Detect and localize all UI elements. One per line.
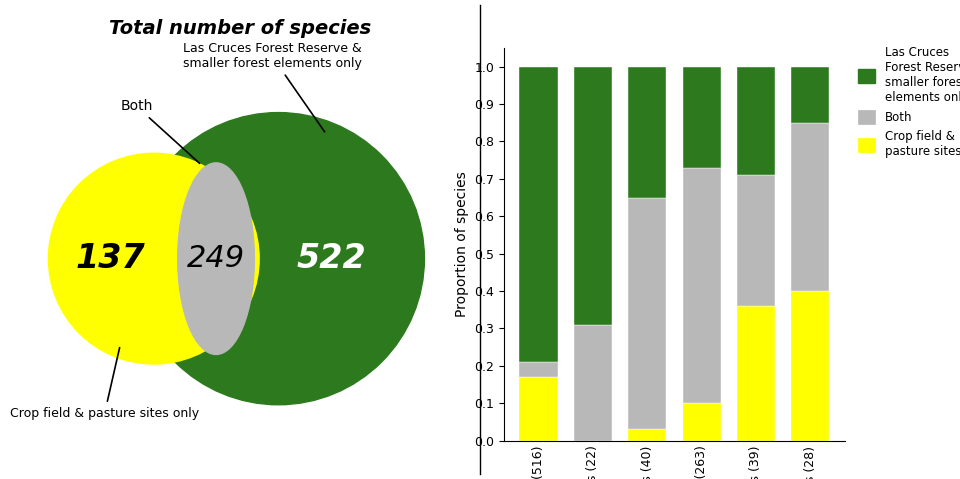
Bar — [519, 67, 558, 362]
Bar — [683, 403, 721, 441]
Circle shape — [132, 113, 424, 405]
Bar — [574, 325, 612, 441]
Bar — [628, 430, 666, 441]
Bar — [791, 67, 829, 123]
Bar — [683, 67, 721, 168]
Circle shape — [48, 153, 259, 364]
Text: 522: 522 — [296, 242, 366, 275]
Bar — [791, 123, 829, 291]
Bar — [628, 67, 666, 197]
Text: Both: Both — [120, 99, 200, 163]
Bar — [574, 67, 612, 325]
Bar — [519, 362, 558, 377]
Legend: Las Cruces
Forest Reserve &
smaller forest
elements only, Both, Crop field &
pas: Las Cruces Forest Reserve & smaller fore… — [857, 46, 960, 158]
Text: Crop field & pasture sites only: Crop field & pasture sites only — [10, 348, 200, 420]
Y-axis label: Proportion of species: Proportion of species — [455, 171, 468, 317]
Bar — [519, 377, 558, 441]
Text: 249: 249 — [187, 244, 245, 273]
Text: Total number of species: Total number of species — [108, 19, 372, 38]
Text: Las Cruces Forest Reserve &
smaller forest elements only: Las Cruces Forest Reserve & smaller fore… — [182, 42, 361, 132]
Bar — [683, 168, 721, 403]
Bar — [737, 306, 775, 441]
Bar — [737, 67, 775, 175]
Bar — [737, 175, 775, 306]
Bar — [628, 197, 666, 430]
Text: 137: 137 — [76, 242, 146, 275]
Bar — [791, 291, 829, 441]
Ellipse shape — [178, 163, 254, 354]
